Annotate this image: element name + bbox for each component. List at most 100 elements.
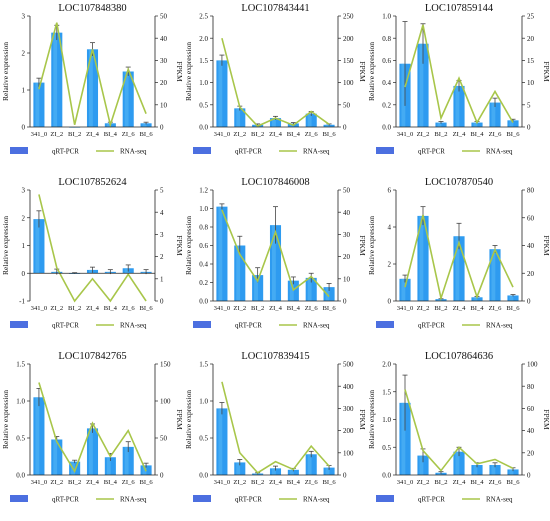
category-label: ZI_2 xyxy=(50,131,63,138)
bar-highlight xyxy=(53,439,58,475)
category-label: ZI_2 xyxy=(50,479,63,486)
legend-swatch-qrt-pcr xyxy=(10,321,28,328)
chart-panel: LOC107839415 0.0 0.5 1.0 1.5 0 100 200 300 400 500… xyxy=(184,351,367,504)
chart-title: LOC107843441 xyxy=(241,3,309,14)
y2-axis-label: FPKM xyxy=(542,61,550,82)
bar-highlight xyxy=(491,102,496,127)
left-tick-label: 6 xyxy=(388,187,392,195)
left-tick-label: 0 xyxy=(388,298,392,306)
bar-highlight xyxy=(236,462,241,475)
category-label: ZI_2 xyxy=(233,479,246,486)
bar-highlight xyxy=(35,397,40,475)
right-tick-label: 50 xyxy=(343,187,351,195)
left-tick-label: 0 xyxy=(22,124,26,132)
right-tick-label: 4 xyxy=(160,209,164,217)
bar-highlight xyxy=(455,451,460,475)
right-tick-label: 20 xyxy=(343,253,351,261)
bar-highlight xyxy=(124,446,129,475)
category-label: ZI_2 xyxy=(50,305,63,312)
rna-seq-line xyxy=(38,382,147,474)
right-tick-label: 0 xyxy=(160,124,164,132)
right-tick-label: 10 xyxy=(527,79,535,87)
bar-highlight xyxy=(35,219,40,274)
left-tick-label: 0.2 xyxy=(382,101,391,109)
legend-label-rna-seq: RNA-seq xyxy=(303,496,330,504)
category-label: ZI_4 xyxy=(269,305,283,312)
rna-seq-line xyxy=(404,389,514,472)
y-axis-label: Relative expression xyxy=(367,390,376,449)
category-label: BI_4 xyxy=(104,305,118,312)
right-tick-label: 0 xyxy=(343,298,347,306)
right-tick-label: 50 xyxy=(343,101,351,109)
left-tick-label: 1.5 xyxy=(16,361,25,369)
category-label: ZI_6 xyxy=(305,305,319,312)
right-tick-label: 60 xyxy=(527,405,535,413)
right-tick-label: 5 xyxy=(160,187,164,195)
category-label: BI_4 xyxy=(470,305,484,312)
y-axis-label: Relative expression xyxy=(184,216,193,275)
category-label: BI_6 xyxy=(506,131,520,138)
y-axis-label: Relative expression xyxy=(184,42,193,101)
legend-swatch-qrt-pcr xyxy=(376,495,394,502)
y2-axis-label: FPKM xyxy=(358,235,367,256)
chart-panel: LOC107846008 0.0 0.2 0.4 0.6 0.8 1.0 1.2 0 10 20 30… xyxy=(184,177,367,330)
legend-label-qrt-pcr: qRT-PCR xyxy=(235,148,262,156)
bar-highlight xyxy=(473,465,478,475)
bar-highlight xyxy=(35,82,40,127)
bar-highlight xyxy=(124,268,129,274)
legend-label-qrt-pcr: qRT-PCR xyxy=(418,148,445,156)
bar-highlight xyxy=(419,215,424,301)
category-label: 341_0 xyxy=(31,479,48,486)
bar-highlight xyxy=(289,280,294,301)
bar-highlight xyxy=(437,122,442,127)
category-label: BI_6 xyxy=(506,479,520,486)
left-tick-label: 1.0 xyxy=(382,13,391,21)
right-tick-label: 0 xyxy=(160,472,164,480)
left-tick-label: 1.2 xyxy=(199,187,208,195)
y2-axis-label: FPKM xyxy=(358,409,367,430)
rna-seq-line xyxy=(404,24,514,125)
right-tick-label: 500 xyxy=(343,361,354,369)
right-tick-label: 20 xyxy=(527,270,535,278)
right-tick-label: 80 xyxy=(527,187,535,195)
left-tick-label: 1.0 xyxy=(199,79,208,87)
legend-label-qrt-pcr: qRT-PCR xyxy=(52,148,79,156)
chart-title: LOC107852624 xyxy=(58,177,127,188)
left-tick-label: 0.0 xyxy=(199,124,208,132)
left-tick-label: 2 xyxy=(22,50,26,58)
right-tick-label: 0 xyxy=(527,124,531,132)
category-label: BI_6 xyxy=(139,305,153,312)
bar-highlight xyxy=(473,122,478,127)
bar-highlight xyxy=(142,465,147,475)
chart-panel: LOC107859144 0.0 0.2 0.4 0.6 0.8 1.0 0 5 10 15 20 25… xyxy=(367,3,550,156)
legend-swatch-qrt-pcr xyxy=(10,495,28,502)
category-label: 341_0 xyxy=(397,131,414,138)
right-tick-label: 40 xyxy=(343,209,351,217)
left-tick-label: 0.6 xyxy=(382,57,391,65)
category-label: BI_4 xyxy=(287,131,301,138)
left-tick-label: 0.5 xyxy=(199,101,208,109)
category-label: ZI_6 xyxy=(305,131,319,138)
legend-label-qrt-pcr: qRT-PCR xyxy=(52,496,79,504)
left-tick-label: 0.0 xyxy=(16,472,25,480)
right-tick-label: 100 xyxy=(343,79,354,87)
left-tick-label: 0.6 xyxy=(199,242,208,250)
legend-label-qrt-pcr: qRT-PCR xyxy=(418,322,445,330)
left-tick-label: 1.0 xyxy=(199,398,208,406)
bar-highlight xyxy=(509,295,514,301)
bar-highlight xyxy=(218,408,223,475)
category-label: ZI_2 xyxy=(233,131,246,138)
category-label: ZI_4 xyxy=(453,305,467,312)
rna-seq-line xyxy=(404,214,514,302)
right-tick-label: 2 xyxy=(160,253,164,261)
bar-highlight xyxy=(419,455,424,475)
bar-highlight xyxy=(419,43,424,127)
bar-highlight xyxy=(106,123,111,127)
left-tick-label: 0.4 xyxy=(382,79,391,87)
legend-label-rna-seq: RNA-seq xyxy=(120,496,147,504)
left-tick-label: 0 xyxy=(22,270,26,278)
